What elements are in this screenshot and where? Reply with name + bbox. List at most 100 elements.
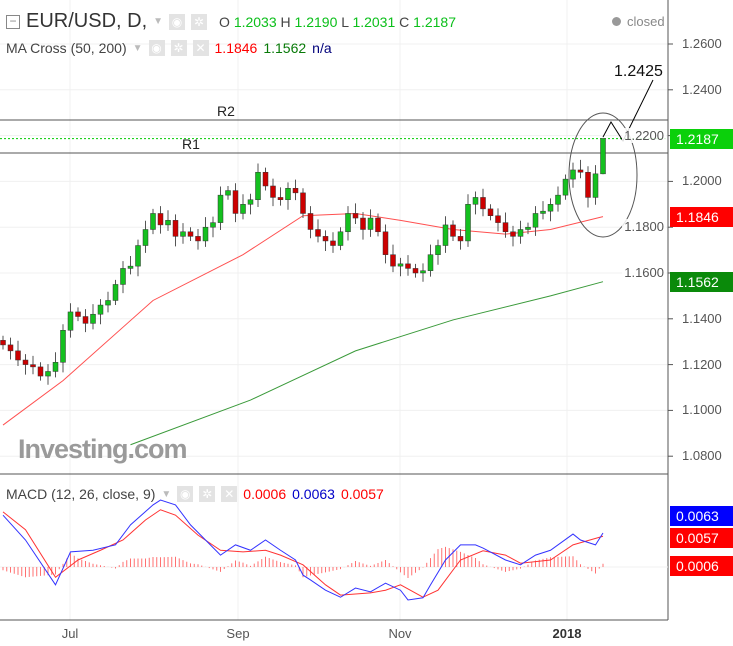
candle-body: [112, 284, 119, 301]
candle-body: [180, 231, 186, 237]
price-tag: 1.1846: [670, 206, 733, 227]
close-icon[interactable]: ✕: [221, 486, 238, 502]
y-tick-label: 1.1200: [682, 356, 722, 372]
close-icon[interactable]: ✕: [192, 40, 209, 56]
candle-body: [292, 188, 299, 194]
candle-body: [502, 222, 509, 233]
level-label-r2: R2: [217, 103, 235, 119]
macd-hist-value: 0.0006: [243, 486, 287, 502]
x-tick-nov: Nov: [388, 626, 412, 641]
candle-body: [37, 366, 44, 377]
high-label: H: [280, 13, 291, 30]
gear-icon[interactable]: ✲: [199, 486, 216, 502]
candle-body: [90, 313, 96, 324]
candle-body: [285, 188, 291, 200]
candle-body: [135, 245, 141, 267]
candle-body: [277, 197, 284, 200]
candle-body: [532, 213, 539, 228]
y-tick-label: 1.1000: [682, 402, 722, 418]
candle-body: [487, 208, 494, 217]
candle-body: [15, 350, 21, 361]
candle-body: [255, 171, 261, 200]
candle-body: [577, 169, 584, 173]
candle-body: [367, 217, 374, 230]
y-tick-label: 1.0800: [682, 448, 722, 464]
candle-body: [142, 229, 149, 246]
collapse-icon[interactable]: −: [6, 14, 20, 29]
candle-body: [120, 268, 126, 285]
candle-body: [75, 311, 81, 317]
candle-body: [322, 236, 329, 242]
candle-body: [247, 199, 254, 205]
candle-body: [210, 222, 216, 228]
candle-body: [480, 197, 486, 210]
candle-body: [187, 231, 194, 237]
candle-body: [592, 173, 599, 198]
candle-body: [52, 362, 59, 372]
candle-body: [435, 245, 441, 255]
chevron-down-icon[interactable]: ▼: [161, 488, 172, 500]
chevron-down-icon[interactable]: ▼: [153, 16, 164, 27]
candle-body: [165, 220, 171, 226]
candle-body: [427, 254, 434, 271]
candle-body: [225, 190, 231, 196]
eye-icon[interactable]: ◉: [148, 40, 165, 56]
candle-body: [555, 194, 561, 205]
macd-legend: MACD (12, 26, close, 9) ▼ ◉ ✲ ✕ 0.0006 0.0…: [6, 486, 384, 502]
price-tag: 1.1562: [670, 271, 733, 292]
candle-body: [457, 236, 464, 242]
ma-cross-value: n/a: [312, 40, 332, 56]
candle-body: [450, 224, 456, 237]
candle-body: [217, 194, 224, 223]
open-value: 1.2033: [233, 13, 277, 30]
symbol-label[interactable]: EUR/USD, D,: [26, 10, 148, 32]
candle-body: [420, 270, 426, 274]
ma50-value: 1.1846: [214, 40, 258, 56]
candle-body: [562, 178, 569, 196]
annotation-target-label: 1.2425: [614, 63, 663, 80]
candle-body: [67, 311, 74, 331]
y-tick-label: 1.2200: [622, 127, 666, 143]
candle-body: [360, 217, 366, 230]
candle-body: [375, 217, 381, 233]
ma-label[interactable]: MA Cross (50, 200): [6, 40, 127, 56]
candle-body: [307, 213, 314, 230]
gear-icon[interactable]: ✲: [170, 40, 187, 56]
macd-value-tag: 0.0063: [670, 506, 733, 526]
candle-body: [127, 265, 134, 269]
candle-body: [150, 213, 156, 230]
candle-body: [390, 254, 396, 267]
candle-body: [82, 316, 89, 324]
macd-value-tag: 0.0006: [670, 556, 733, 576]
chevron-down-icon[interactable]: ▼: [132, 42, 143, 54]
macd-line: [2, 499, 604, 601]
x-tick-2018: 2018: [552, 626, 582, 641]
close-label: C: [399, 13, 410, 30]
candle-body: [412, 268, 419, 274]
candle-body: [510, 231, 516, 237]
eye-icon[interactable]: ◉: [177, 486, 194, 502]
candle-body: [60, 330, 66, 363]
candle-body: [570, 169, 576, 180]
gear-icon[interactable]: ✲: [191, 13, 208, 30]
candle-body: [397, 263, 404, 267]
annotation-ellipse: [568, 112, 638, 238]
y-tick-label: 1.1400: [682, 310, 722, 326]
x-tick-sep: Sep: [226, 626, 250, 641]
candle-body: [202, 226, 209, 242]
candle-body: [600, 138, 606, 175]
market-status: closed: [612, 14, 665, 29]
high-value: 1.2190: [294, 13, 338, 30]
candle-body: [547, 204, 554, 212]
macd-label[interactable]: MACD (12, 26, close, 9): [6, 486, 156, 502]
eye-icon[interactable]: ◉: [169, 13, 186, 30]
candle-body: [585, 171, 591, 198]
level-label-r1: R1: [182, 136, 200, 152]
candle-body: [22, 359, 29, 365]
candle-body: [97, 304, 104, 315]
candle-body: [232, 190, 239, 214]
ma-legend: MA Cross (50, 200) ▼ ◉ ✲ ✕ 1.1846 1.1562 n…: [6, 40, 332, 56]
low-label: L: [341, 13, 349, 30]
